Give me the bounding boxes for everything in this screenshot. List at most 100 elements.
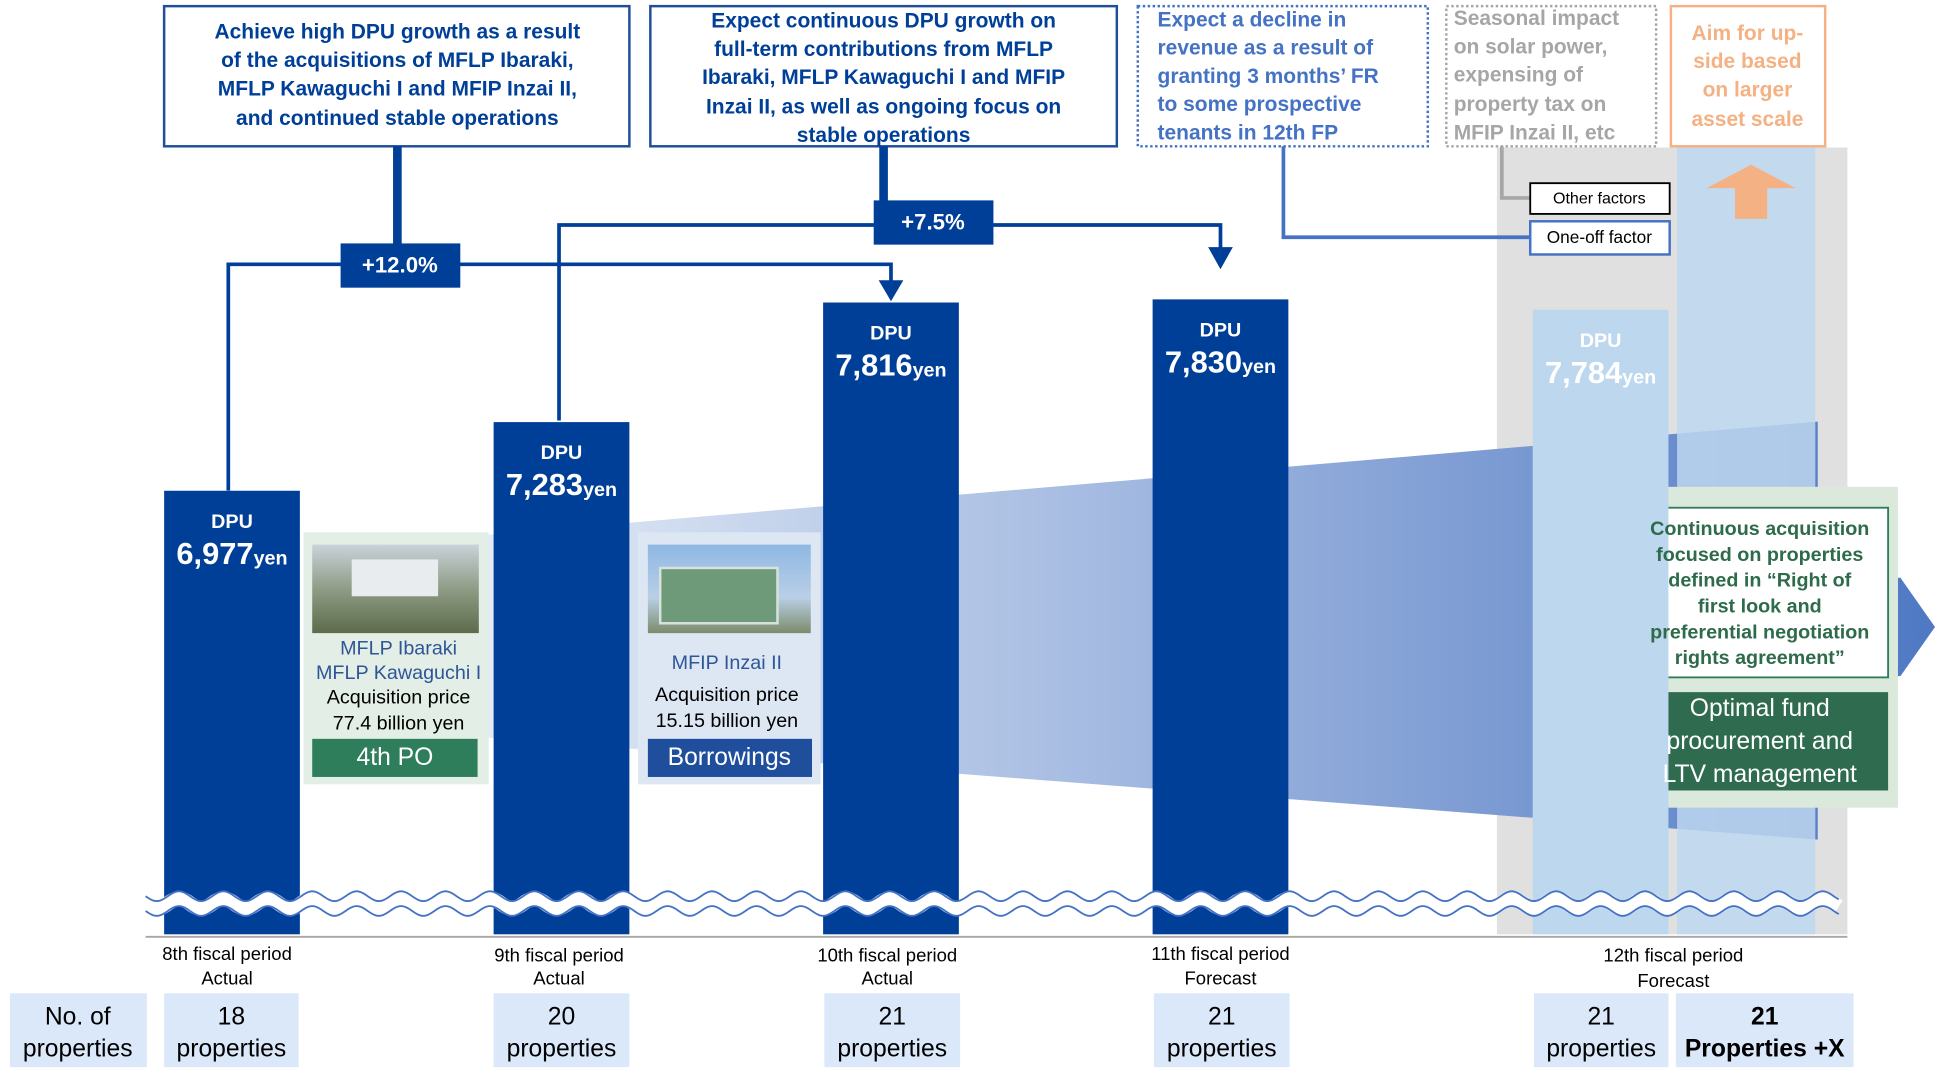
value-number: 7,283	[506, 467, 583, 502]
price-text: Acquisition price	[655, 684, 799, 706]
property-name: MFIP Inzai II	[672, 652, 782, 674]
property-unit: properties	[507, 1035, 617, 1062]
strategy-funding-text: LTV management	[1663, 761, 1857, 788]
factor-box	[1528, 220, 1671, 256]
growth-box	[340, 243, 461, 288]
photo-building	[658, 566, 779, 625]
value-unit: yen	[583, 479, 617, 501]
property-name: MFLP Kawaguchi I	[316, 662, 481, 684]
property-unit: Properties +X	[1685, 1035, 1845, 1062]
x-tick-sublabel: Actual	[862, 968, 913, 989]
value-number: 6,977	[176, 536, 253, 571]
bar	[1532, 309, 1669, 935]
arrowhead	[878, 280, 904, 302]
upside-arrow	[1706, 164, 1796, 219]
callout-text: of the acquisitions of MFLP Ibaraki,	[221, 49, 574, 72]
property-cell	[493, 993, 630, 1068]
callout-text: tenants in 12th FP	[1158, 122, 1339, 145]
bar-label: DPU	[870, 323, 912, 345]
property-count: 21	[1587, 1003, 1614, 1030]
value-label: 7,784yen	[1545, 355, 1656, 390]
callout-text: asset scale	[1691, 108, 1803, 131]
value-unit: yen	[1242, 356, 1276, 378]
axis-break	[141, 891, 1843, 916]
x-tick-label: 12th fiscal period	[1603, 944, 1743, 965]
connector	[1499, 146, 1531, 200]
bar	[164, 490, 300, 935]
value-number: 7,816	[835, 348, 912, 383]
x-tick-label: 9th fiscal period	[494, 944, 624, 965]
callout-text: revenue as a result of	[1158, 37, 1375, 60]
callout-text: to some prospective	[1158, 93, 1362, 116]
x-tick-sublabel: Forecast	[1637, 970, 1709, 991]
row-label: properties	[23, 1035, 133, 1062]
x-tick-label: 8th fiscal period	[162, 943, 292, 964]
callout-text: granting 3 months’ FR	[1158, 65, 1379, 88]
strategy-text: first look and	[1698, 596, 1822, 618]
value-label: 6,977yen	[176, 536, 287, 571]
value-unit: yen	[254, 548, 288, 570]
callout-text: stable operations	[797, 124, 971, 147]
x-tick-sublabel: Forecast	[1184, 968, 1256, 989]
value-unit: yen	[913, 360, 947, 382]
callout-text: on solar power,	[1454, 36, 1608, 59]
x-tick-sublabel: Actual	[201, 968, 252, 989]
callout-text: MFLP Kawaguchi I and MFIP Inzai II,	[218, 77, 577, 100]
funding-label: 4th PO	[356, 744, 433, 771]
value-unit: yen	[1622, 367, 1656, 389]
property-count: 18	[218, 1003, 245, 1030]
property-unit: properties	[837, 1035, 947, 1062]
callout-box	[649, 4, 1119, 148]
value-label: 7,830yen	[1165, 345, 1276, 380]
bar	[823, 302, 959, 935]
arrowhead	[1208, 247, 1233, 270]
factor-box	[1529, 182, 1671, 215]
price-text: Acquisition price	[327, 687, 471, 709]
price-text: 15.15 billion yen	[656, 710, 799, 732]
axis-break-line	[145, 890, 1840, 902]
value-number: 7,784	[1545, 355, 1622, 390]
axis-break-line	[145, 905, 1840, 917]
callout-text: Seasonal impact	[1454, 7, 1619, 30]
callout-box	[1445, 4, 1658, 148]
property-unit: properties	[177, 1035, 287, 1062]
property-unit: properties	[1167, 1035, 1277, 1062]
callout-text: and continued stable operations	[236, 107, 559, 130]
x-tick-label: 10th fiscal period	[817, 944, 957, 965]
x-tick-label: 11th fiscal period	[1151, 943, 1290, 964]
callout-text: Ibaraki, MFLP Kawaguchi I and MFIP	[702, 66, 1065, 89]
value-label: 7,816yen	[835, 348, 946, 383]
callout-text: full-term contributions from MFLP	[714, 38, 1053, 61]
bars	[164, 299, 1669, 935]
property-cell	[1675, 993, 1854, 1068]
callout-text: Expect continuous DPU growth on	[711, 10, 1056, 33]
value-label: 7,283yen	[506, 467, 617, 502]
bar-label: DPU	[211, 511, 253, 533]
bar-label: DPU	[1200, 320, 1242, 342]
connector	[1281, 146, 1531, 240]
callout-box	[162, 4, 631, 148]
overlay: DPU6,977yenDPU7,283yenDPU7,816yenDPU7,83…	[9, 7, 1869, 1068]
value-number: 7,830	[1165, 345, 1242, 380]
callout-text: MFIP Inzai II, etc	[1454, 122, 1616, 145]
property-cell	[824, 993, 961, 1068]
factor-label: One-off factor	[1547, 227, 1653, 247]
property-cell	[1533, 993, 1669, 1068]
callout-text: Expect a decline in	[1158, 8, 1347, 31]
property-cell	[164, 993, 299, 1068]
callout-text: expensing of	[1454, 64, 1584, 87]
callout-text: property tax on	[1454, 93, 1607, 116]
property-count: 21	[1751, 1003, 1779, 1030]
factor-label: Other factors	[1553, 190, 1646, 207]
strategy-text: Continuous acquisition	[1650, 518, 1869, 540]
growth-box	[873, 200, 994, 245]
bar-label: DPU	[541, 442, 583, 464]
callout-text: Aim for up-	[1692, 22, 1804, 45]
funding-label: Borrowings	[668, 744, 791, 771]
strategy-text: preferential negotiation	[1650, 621, 1869, 643]
photo-building	[351, 559, 439, 597]
property-cell	[1153, 993, 1290, 1068]
property-count: 21	[879, 1003, 906, 1030]
callout-text: side based	[1693, 50, 1801, 73]
callout-text: on larger	[1703, 79, 1793, 102]
